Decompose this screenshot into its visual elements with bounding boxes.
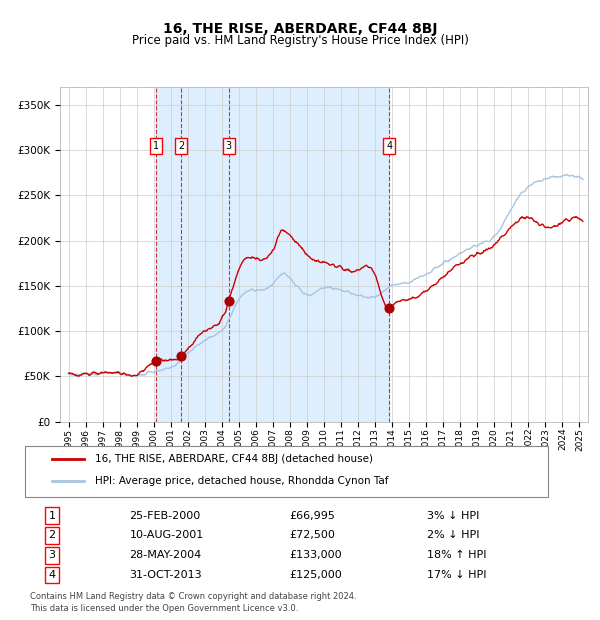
- Text: 25-FEB-2000: 25-FEB-2000: [130, 511, 200, 521]
- FancyBboxPatch shape: [25, 446, 548, 497]
- Text: 10-AUG-2001: 10-AUG-2001: [130, 531, 203, 541]
- Text: 3% ↓ HPI: 3% ↓ HPI: [427, 511, 480, 521]
- Text: 3: 3: [49, 550, 56, 560]
- Text: This data is licensed under the Open Government Licence v3.0.: This data is licensed under the Open Gov…: [30, 603, 298, 613]
- Text: 16, THE RISE, ABERDARE, CF44 8BJ: 16, THE RISE, ABERDARE, CF44 8BJ: [163, 22, 437, 36]
- Text: 3: 3: [226, 141, 232, 151]
- Text: £125,000: £125,000: [289, 570, 342, 580]
- Text: 4: 4: [386, 141, 392, 151]
- Point: [151, 356, 161, 366]
- Point: [176, 351, 186, 361]
- Text: HPI: Average price, detached house, Rhondda Cynon Taf: HPI: Average price, detached house, Rhon…: [95, 476, 388, 486]
- Text: 18% ↑ HPI: 18% ↑ HPI: [427, 550, 487, 560]
- Text: 17% ↓ HPI: 17% ↓ HPI: [427, 570, 487, 580]
- Text: £133,000: £133,000: [289, 550, 342, 560]
- Text: Contains HM Land Registry data © Crown copyright and database right 2024.: Contains HM Land Registry data © Crown c…: [30, 592, 356, 601]
- Text: £72,500: £72,500: [289, 531, 335, 541]
- Text: 2: 2: [49, 531, 56, 541]
- Text: 16, THE RISE, ABERDARE, CF44 8BJ (detached house): 16, THE RISE, ABERDARE, CF44 8BJ (detach…: [95, 454, 373, 464]
- Bar: [156, 87, 389, 422]
- Text: 1: 1: [153, 141, 159, 151]
- Text: 28-MAY-2004: 28-MAY-2004: [130, 550, 202, 560]
- Text: 4: 4: [49, 570, 56, 580]
- Text: 2% ↓ HPI: 2% ↓ HPI: [427, 531, 480, 541]
- Point: [385, 304, 394, 314]
- Text: 1: 1: [49, 511, 56, 521]
- Point: [224, 296, 233, 306]
- Text: 2: 2: [178, 141, 184, 151]
- Text: £66,995: £66,995: [289, 511, 335, 521]
- Text: 31-OCT-2013: 31-OCT-2013: [130, 570, 202, 580]
- Text: Price paid vs. HM Land Registry's House Price Index (HPI): Price paid vs. HM Land Registry's House …: [131, 34, 469, 47]
